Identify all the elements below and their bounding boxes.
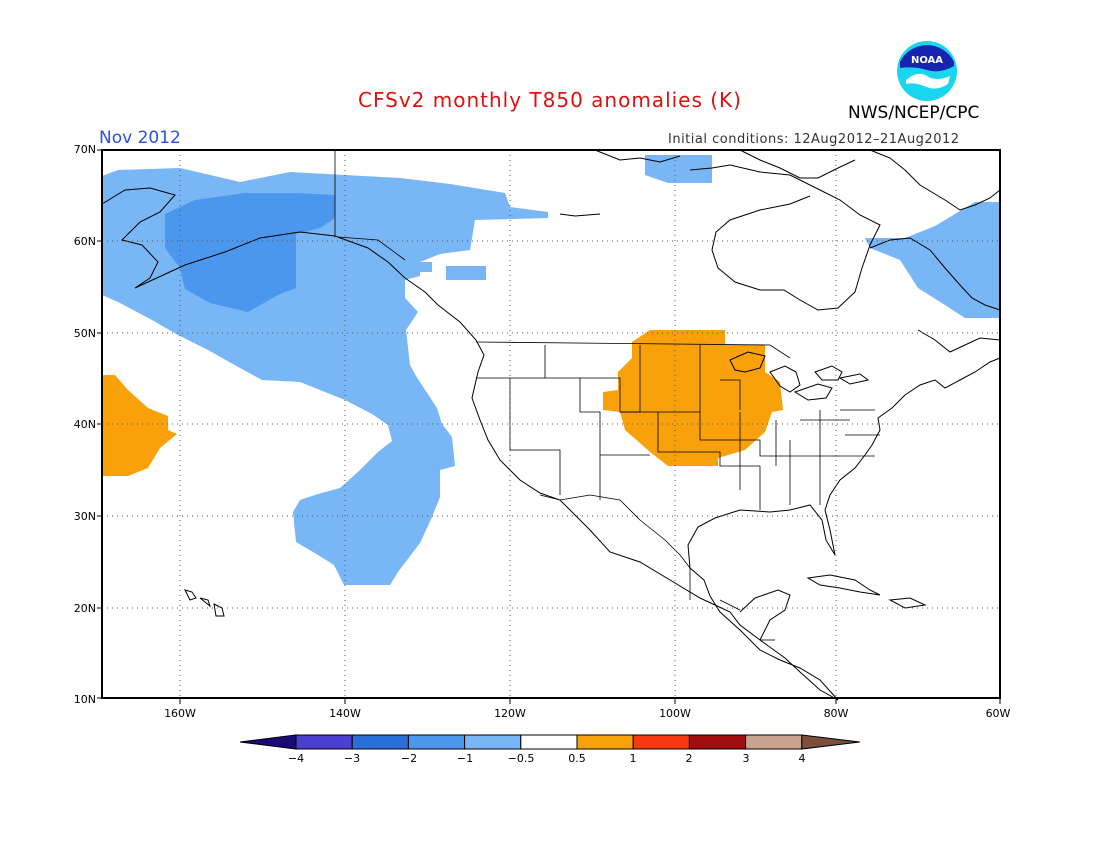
noaa-logo-text: NOAA (911, 55, 943, 66)
warm-anomaly (102, 330, 783, 476)
colorbar-label: −1 (456, 752, 474, 765)
colorbar-swatch (295, 734, 353, 750)
colorbar (239, 734, 860, 750)
colorbar-label: 4 (798, 752, 806, 765)
lat-label-30n: 30N (73, 510, 96, 523)
initial-conditions-label: Initial conditions: 12Aug2012–21Aug2012 (668, 132, 960, 147)
cold-anomaly-medium (165, 193, 335, 312)
lon-label-120w: 120W (494, 707, 526, 720)
colorbar-swatch (351, 734, 409, 750)
colorbar-arrow-low (239, 734, 297, 750)
colorbar-label: 0.5 (568, 752, 586, 765)
political-boundaries (334, 150, 880, 641)
lat-label-20n: 20N (73, 602, 96, 615)
colorbar-swatch (464, 734, 522, 750)
colorbar-label: −4 (287, 752, 305, 765)
colorbar-label: 3 (742, 752, 750, 765)
map-title: CFSv2 monthly T850 anomalies (K) (358, 88, 742, 112)
lon-label-140w: 140W (329, 707, 361, 720)
colorbar-swatch (407, 734, 466, 750)
colorbar-label: −3 (343, 752, 361, 765)
noaa-logo: NOAA (897, 41, 957, 101)
colorbar-swatch (745, 734, 803, 750)
colorbar-swatch (520, 734, 578, 750)
colorbar-label: −0.5 (507, 752, 535, 765)
colorbar-label: 1 (629, 752, 637, 765)
agency-label: NWS/NCEP/CPC (848, 103, 980, 123)
lat-label-40n: 40N (73, 418, 96, 431)
lon-label-80w: 80W (823, 707, 849, 720)
axis-ticks (97, 149, 1001, 704)
colorbar-swatch (576, 734, 634, 750)
lat-label-70n: 70N (73, 143, 96, 156)
lat-label-50n: 50N (73, 327, 96, 340)
lat-label-60n: 60N (73, 235, 96, 248)
lon-label-60w: 60W (985, 707, 1011, 720)
colorbar-swatch (688, 734, 747, 750)
colorbar-label: 2 (685, 752, 693, 765)
forecast-month-label: Nov 2012 (99, 128, 181, 148)
lon-label-160w: 160W (164, 707, 196, 720)
colorbar-swatch (632, 734, 690, 750)
colorbar-arrow-high (801, 734, 860, 750)
lat-label-10n: 10N (73, 693, 96, 706)
lon-label-100w: 100W (659, 707, 691, 720)
colorbar-label: −2 (400, 752, 418, 765)
